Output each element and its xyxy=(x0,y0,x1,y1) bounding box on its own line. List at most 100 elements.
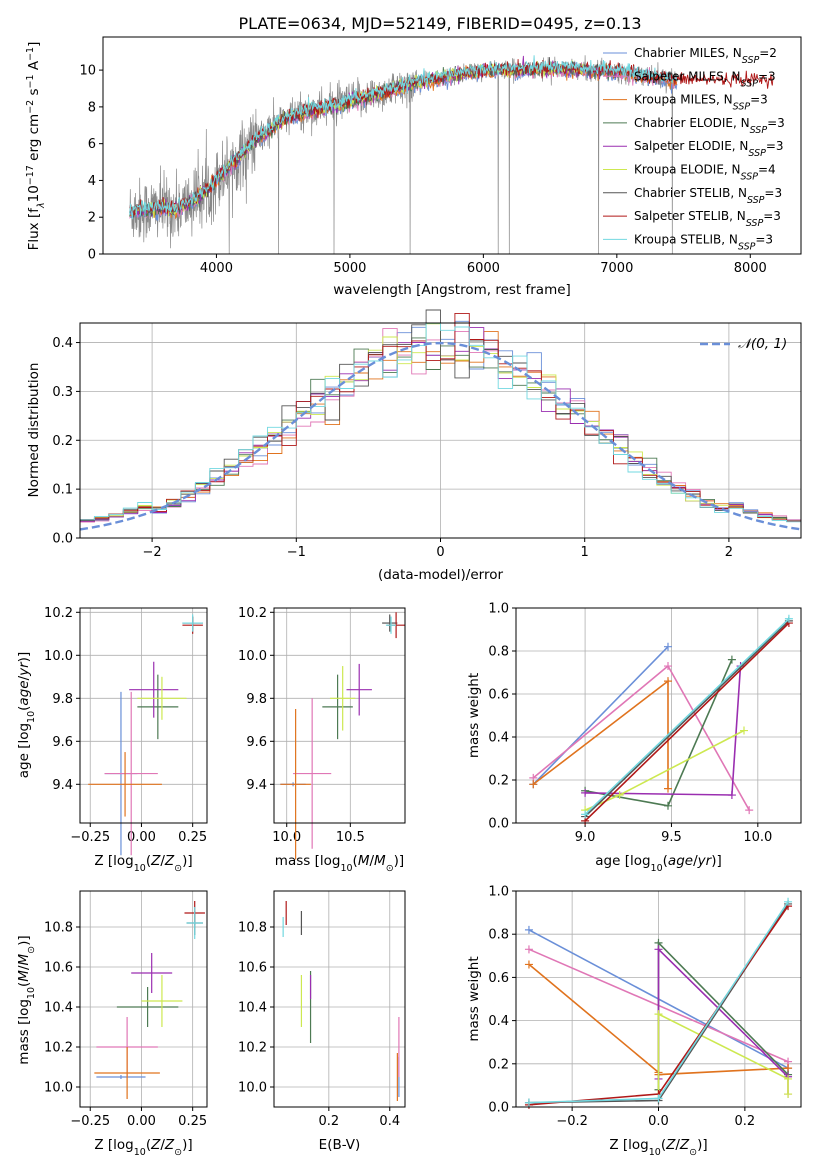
plot-area xyxy=(274,608,405,823)
legend-entry-label: Chabrier STELIB, NSSP=3 xyxy=(634,186,782,206)
y-tick-label: 9.6 xyxy=(246,735,267,750)
weight-marker xyxy=(664,642,672,651)
y-axis-label-part: / xyxy=(16,675,32,680)
legend-entry-label-part: Salpeter MILES, N xyxy=(634,69,741,83)
x-axis-label-part: age [log xyxy=(595,853,650,869)
residual-panel: −2 −1 0 1 2 0.0 0.1 0.2 0.3 0.4 𝒩(0, 1) (data-model… xyxy=(26,309,802,583)
y-tick-label: 10.4 xyxy=(44,1001,73,1016)
legend-entry-label: Kroupa STELIB, NSSP=3 xyxy=(634,232,773,252)
plot-area xyxy=(516,608,801,823)
age-z-panel: −0.25 0.00 0.259.49.69.810.010.2Z [log10(Z… xyxy=(16,606,208,874)
x-tick-label: 4000 xyxy=(200,261,233,276)
weight-line xyxy=(657,1012,789,1094)
legend-entry-label-part: SSP xyxy=(741,171,759,182)
x-axis-label-part: )] xyxy=(182,1137,193,1153)
x-tick-label: 10.0 xyxy=(272,830,301,845)
x-tick-label: −0.25 xyxy=(70,1114,110,1129)
legend-entry-label-part: SSP xyxy=(750,124,768,135)
model-spectrum-line xyxy=(129,55,678,220)
x-axis-label: age [log10(age/yr)] xyxy=(595,853,721,874)
y-tick-label: 0.4 xyxy=(488,1014,509,1029)
y-tick-label: 0.6 xyxy=(488,971,509,986)
y-tick-label: 10.2 xyxy=(238,606,267,621)
y-axis-label-part: yr xyxy=(16,661,32,677)
y-tick-label: 0.8 xyxy=(488,645,509,660)
x-tick-label: 0.4 xyxy=(379,1114,400,1129)
x-axis-label: wavelength [Angstrom, rest frame] xyxy=(333,282,571,298)
x-axis-label-part: Z xyxy=(665,1137,676,1153)
weight-marker xyxy=(745,806,754,815)
weight-marker xyxy=(664,801,672,810)
x-tick-label: 0.00 xyxy=(127,830,156,845)
y-axis-label: mass weight xyxy=(466,673,482,758)
y-axis-label: Normed distribution xyxy=(26,363,42,498)
x-tick-label: 5000 xyxy=(333,261,366,276)
normal-curve xyxy=(79,341,802,531)
y-axis-label: mass [log10(M/M⊙)] xyxy=(16,935,37,1064)
y-axis-label-part: M xyxy=(16,953,32,965)
y-tick-label: 0 xyxy=(88,248,96,263)
y-tick-label: 9.4 xyxy=(52,778,73,793)
y-tick-label: 6 xyxy=(88,137,96,152)
plot-area xyxy=(80,608,207,823)
y-axis-label-part: ( xyxy=(16,982,32,987)
legend-entry-label-part: =4 xyxy=(758,163,776,177)
x-axis-label-part: 10 xyxy=(649,1147,661,1158)
y-tick-label: 4 xyxy=(88,174,96,189)
x-axis-label-part: mass [log xyxy=(275,853,341,869)
x-axis-label-part: 10 xyxy=(651,863,663,874)
x-tick-label: 0.0 xyxy=(648,1114,669,1129)
legend-entry-label-part: Salpeter ELODIE, N xyxy=(634,139,748,153)
y-axis-label-part: ⊙ xyxy=(26,946,37,954)
legend-entry-label: Chabrier ELODIE, NSSP=3 xyxy=(634,116,785,135)
x-axis-label-part: Z [log xyxy=(94,853,133,869)
x-axis-label-part: ( xyxy=(661,1137,666,1153)
x-axis-label-part: ⊙ xyxy=(174,1147,182,1158)
x-tick-label: 1 xyxy=(581,545,589,560)
legend-entry-label: Kroupa MILES, NSSP=3 xyxy=(634,93,768,113)
y-axis-label-part: A xyxy=(26,60,42,74)
x-axis-label: Z [log10(Z/Z⊙)] xyxy=(94,1137,192,1158)
y-axis-label-part: )] xyxy=(16,935,32,946)
weight-marker xyxy=(727,791,736,800)
y-tick-label: 10.2 xyxy=(44,1041,73,1056)
weight-line xyxy=(584,618,790,815)
y-axis-label-part: age xyxy=(16,680,32,705)
axes-frame xyxy=(79,890,208,1108)
x-axis-label-part: M xyxy=(358,853,370,869)
legend-entry-label-part: Kroupa STELIB, N xyxy=(634,232,738,246)
legend-entry-label-part: Kroupa MILES, N xyxy=(634,93,733,107)
x-axis-label: E(B-V) xyxy=(319,1137,361,1153)
axes-frame xyxy=(273,890,406,1108)
y-tick-label: 0.0 xyxy=(488,817,509,832)
residual-histogram-step xyxy=(80,312,801,522)
residual-histogram-step xyxy=(80,322,801,523)
weight-marker xyxy=(524,945,533,954)
y-axis-label-part: −1 xyxy=(25,74,36,88)
weight-marker xyxy=(615,791,624,800)
x-tick-label: 0.25 xyxy=(178,830,207,845)
weight-marker xyxy=(727,655,736,664)
y-axis-label: mass weight xyxy=(466,956,482,1041)
x-axis-label-part: 10 xyxy=(340,863,352,874)
y-tick-label: 9.8 xyxy=(52,692,73,707)
y-tick-label: 9.6 xyxy=(52,735,73,750)
y-axis-label-part: −1 xyxy=(25,47,36,61)
legend-entry-label-part: SSP xyxy=(747,194,765,205)
weight-marker xyxy=(581,810,590,819)
x-axis-label-part: yr xyxy=(697,853,713,869)
weight-marker xyxy=(664,677,672,686)
x-axis-label-part: Z xyxy=(679,1137,690,1153)
legend-entry-label-part: =3 xyxy=(755,232,773,246)
x-axis-label-part: Z xyxy=(164,853,175,869)
y-tick-label: 0.8 xyxy=(488,928,509,943)
x-tick-label: 0 xyxy=(436,545,444,560)
y-tick-label: 9.4 xyxy=(246,778,267,793)
mass-ebv-panel: 0.2 0.4 10.0 10.2 10.4 10.6 10.8 E(B-V) xyxy=(238,890,406,1153)
y-tick-label: 0.4 xyxy=(52,336,73,351)
x-axis-label-part: / xyxy=(675,1137,680,1153)
y-axis-label-part: s xyxy=(26,88,42,99)
x-axis-label: Z [log10(Z/Z⊙)] xyxy=(94,853,192,874)
weight-marker xyxy=(740,726,748,735)
